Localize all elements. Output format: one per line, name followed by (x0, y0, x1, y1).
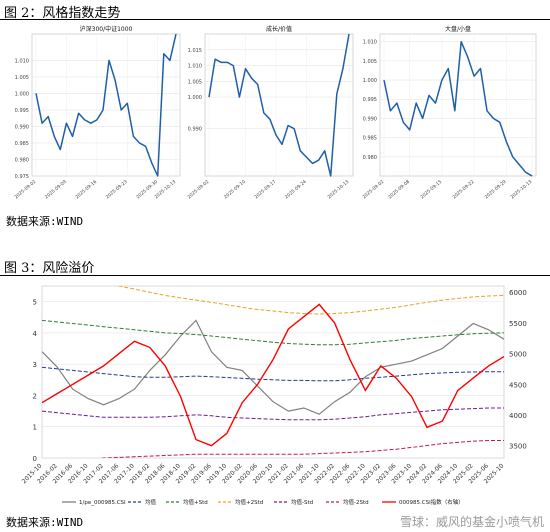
y-tick-label: 0.975 (15, 174, 29, 180)
chart-title: 大盘/小盘 (445, 25, 471, 33)
series-line (42, 303, 504, 447)
y-right-tick-label: 3500 (509, 443, 527, 451)
x-tick-label: 2025-09-15 (419, 179, 443, 200)
chart-title: 成长/价值 (266, 25, 292, 33)
series-line (35, 33, 177, 177)
risk-premium-plot: 0123453500400045005000550060002015-10201… (21, 285, 527, 506)
series-line (98, 440, 504, 458)
y-tick-label: 0.980 (363, 155, 377, 161)
y-left-tick-label: 0 (33, 455, 37, 463)
series-line (42, 319, 504, 415)
x-tick-label: 2025-09-23 (105, 179, 129, 200)
y-left-tick-label: 4 (33, 330, 38, 338)
series-line (383, 40, 533, 177)
legend-label: 1/pe_000985.CSI (79, 500, 126, 506)
x-tick-label: 2025-10-13 (509, 179, 533, 200)
y-right-tick-label: 5500 (509, 320, 527, 328)
plot-frame (31, 33, 181, 177)
x-tick-label: 2025-09-10 (223, 179, 247, 200)
y-tick-label: 1.010 (188, 64, 202, 70)
y-right-tick-label: 5000 (509, 351, 527, 359)
y-left-tick-label: 1 (33, 424, 37, 432)
y-tick-label: 1.005 (15, 75, 29, 81)
legend-label: 均值-Std (291, 498, 313, 506)
y-right-tick-label: 4500 (509, 381, 527, 389)
figure2-charts: 0.975 0.980 0.985 0.990 0.995 1.000 1.005 1.010… (13, 25, 537, 200)
y-left-tick-label: 3 (33, 361, 37, 369)
x-tick-label: 2025-09-08 (387, 179, 411, 200)
legend-label: 000985.CSI指数（右轴） (399, 498, 464, 506)
legend-label: 均值+Std (183, 498, 208, 506)
x-tick-label: 2025-09-02 (186, 179, 210, 200)
y-right-tick-label: 4000 (509, 412, 527, 420)
y-tick-label: 1.000 (363, 78, 377, 84)
figure2-source: 数据来源:WIND (6, 215, 84, 228)
y-tick-label: 0.990 (15, 124, 29, 130)
x-tick-label: 2025-09-02 (13, 179, 37, 200)
figure2-rule (0, 19, 550, 20)
plot-frame (379, 33, 537, 177)
y-tick-label: 1.010 (15, 58, 29, 64)
series-line (116, 286, 504, 315)
y-tick-label: 1.005 (188, 79, 202, 85)
series-line (42, 366, 504, 382)
y-tick-label: 0.995 (15, 108, 29, 114)
chart-title: 沪深300/中证1000 (80, 25, 133, 33)
y-tick-label: 0.985 (363, 136, 377, 142)
style-chart-3: 0.980 0.985 0.990 0.995 1.000 1.005 1.010 2025-… (361, 25, 537, 200)
y-tick-label: 1.000 (188, 95, 202, 101)
y-tick-label: 0.985 (15, 141, 29, 147)
plot-frame (204, 33, 354, 177)
x-tick-label: 2025-09-09 (44, 179, 68, 200)
y-tick-label: 0.995 (363, 97, 377, 103)
y-tick-label: 0.980 (15, 157, 29, 163)
y-tick-label: 1.005 (363, 59, 377, 65)
figure3-source: 数据来源:WIND (6, 516, 84, 529)
watermark: 雪球：威风的基金小喷气机 (399, 515, 544, 529)
series-line (42, 407, 504, 421)
x-tick-label: 2025-09-16 (74, 179, 98, 200)
legend-label: 均值+2Std (235, 498, 263, 506)
y-left-tick-label: 5 (33, 299, 37, 307)
y-tick-label: 1.000 (15, 91, 29, 97)
legend-label: 均值 (145, 498, 157, 506)
y-left-tick-label: 2 (33, 392, 37, 400)
x-tick-label: 2025-10-13 (326, 179, 350, 200)
x-tick-label: 2025-09-17 (253, 179, 277, 200)
y-tick-label: 0.990 (363, 116, 377, 122)
style-chart-1: 0.975 0.980 0.985 0.990 0.995 1.000 1.005 1.010… (13, 25, 181, 200)
figure2-title: 图 2：风格指数走势 (4, 6, 121, 21)
x-tick-label: 2025-09-22 (451, 179, 475, 200)
x-tick-label: 2025-09-02 (361, 179, 385, 200)
figure3-rule (0, 275, 550, 276)
figure3-title: 图 3：风险溢价 (4, 261, 95, 276)
legend-label: 均值-2Std (343, 498, 369, 506)
series-line (42, 319, 504, 346)
y-right-tick-label: 6000 (509, 289, 527, 297)
series-line (208, 33, 350, 177)
y-tick-label: 1.015 (188, 48, 202, 54)
risk-premium-chart: 0123453500400045005000550060002015-10201… (21, 285, 527, 506)
y-tick-label: 1.010 (363, 40, 377, 46)
x-tick-label: 2025-09-29 (484, 179, 508, 200)
plot-frame (41, 285, 505, 459)
style-chart-2: 0.990 1.000 1.005 1.010 1.015 2025-09-02 2025-… (186, 25, 354, 200)
x-tick-label: 2025-09-24 (284, 179, 308, 200)
y-tick-label: 0.990 (188, 127, 202, 133)
